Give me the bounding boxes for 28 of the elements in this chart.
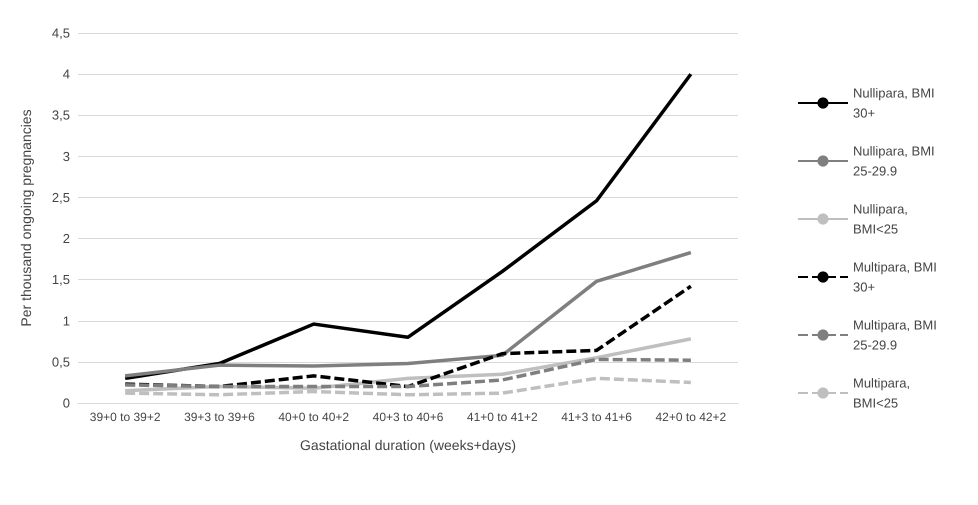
line-series bbox=[123, 250, 693, 378]
y-tick-label: 3,5 bbox=[52, 108, 70, 123]
y-tick-label: 0 bbox=[62, 396, 70, 410]
y-tick-label: 4,5 bbox=[52, 26, 70, 40]
x-tick-label: 39+3 to 39+6 bbox=[184, 410, 256, 424]
legend-label: Multipara, BMI 25-29.9 bbox=[853, 318, 940, 352]
y-tick-label: 3 bbox=[62, 148, 70, 164]
x-tick-label: 41+3 to 41+6 bbox=[561, 410, 632, 424]
y-tick-label: 4 bbox=[62, 66, 70, 82]
x-tick-label: 40+0 to 40+2 bbox=[278, 410, 350, 424]
x-tick-label: 39+0 to 39+2 bbox=[90, 410, 161, 424]
line-series bbox=[123, 284, 693, 388]
legend-label: Multipara, BMI<25 bbox=[853, 376, 914, 410]
legend-label: Nullipara, BMI 25-29.9 bbox=[853, 144, 938, 178]
legend-label: Nullipara, BMI<25 bbox=[853, 202, 912, 236]
y-tick-label: 1,5 bbox=[52, 272, 70, 288]
y-tick-label: 2,5 bbox=[52, 190, 70, 205]
x-tick-label: 40+3 to 40+6 bbox=[372, 410, 444, 424]
line-series bbox=[123, 358, 693, 388]
x-tick-label: 41+0 to 41+2 bbox=[466, 410, 538, 424]
y-tick-label: 0,5 bbox=[52, 354, 70, 370]
x-tick-label: 42+0 to 42+2 bbox=[655, 410, 727, 424]
y-axis-title: Per thousand ongoing pregnancies bbox=[18, 109, 34, 327]
legend-label: Nullipara, BMI 30+ bbox=[853, 86, 938, 120]
legend-label: Multipara, BMI 30+ bbox=[853, 260, 940, 294]
x-axis-title: Gastational duration (weeks+days) bbox=[300, 437, 516, 453]
y-tick-label: 2 bbox=[62, 231, 70, 246]
y-tick-label: 1 bbox=[62, 313, 70, 328]
